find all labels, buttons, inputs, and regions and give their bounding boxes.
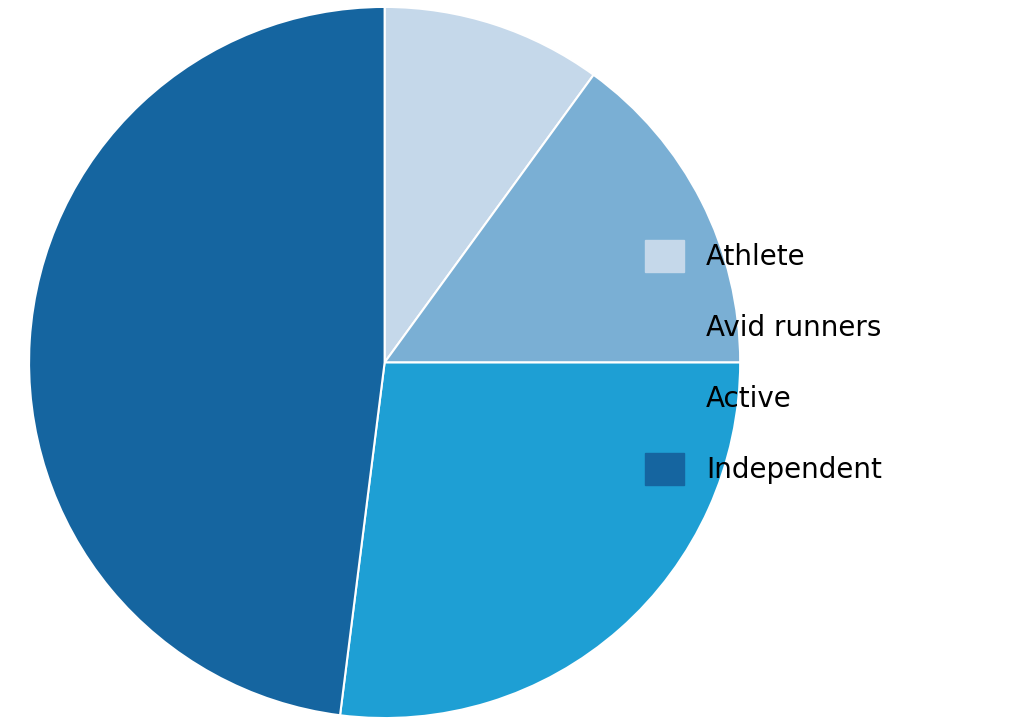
Wedge shape [384,7,593,362]
Wedge shape [384,75,740,362]
Legend: Athlete, Avid runners, Active, Independent: Athlete, Avid runners, Active, Independe… [634,229,893,496]
Wedge shape [340,362,740,718]
Wedge shape [29,7,384,716]
